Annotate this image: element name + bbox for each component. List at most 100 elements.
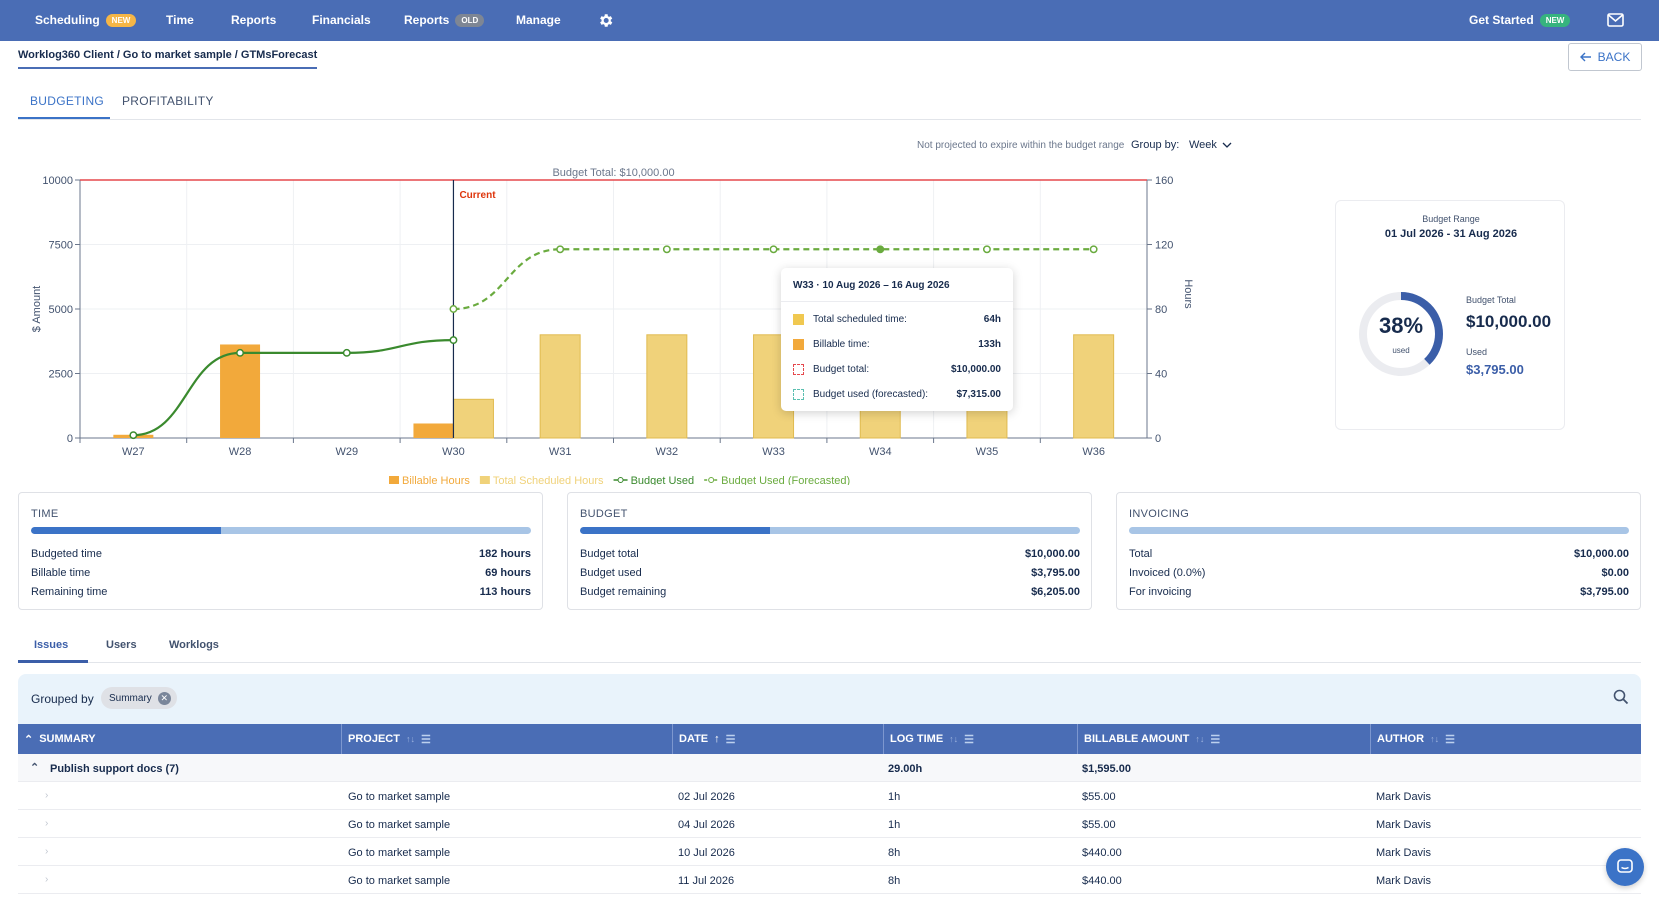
old-badge: OLD: [455, 13, 485, 27]
column-billable-amount[interactable]: BILLABLE AMOUNT ↑↓ ☰: [1077, 724, 1370, 754]
x-tick-label: W29: [335, 446, 358, 458]
tab-worklogs[interactable]: Worklogs: [169, 639, 219, 651]
nav-scheduling[interactable]: Scheduling NEW: [35, 13, 137, 27]
point-budget-forecast: [662, 245, 671, 254]
card-row: Invoiced (0.0%) $0.00: [1129, 567, 1629, 579]
chevron-right-icon[interactable]: ›: [45, 790, 49, 801]
budget-card: BUDGET Budget total $10,000.00 Budget use…: [567, 492, 1092, 610]
budget-chart: 0 2500 5000 7500 10000 0 40 80 120 160 $ Amount Hou…: [31, 167, 1194, 485]
column-menu-icon[interactable]: ☰: [1445, 733, 1455, 746]
card-row: Remaining time 113 hours: [31, 586, 531, 598]
y2-tick-label: 40: [1155, 369, 1167, 381]
bar-scheduled-hours: [452, 398, 494, 439]
card-row: Budget used $3,795.00: [580, 567, 1080, 579]
sort-icon[interactable]: ↑↓: [405, 734, 415, 744]
column-menu-icon[interactable]: ☰: [1210, 733, 1221, 746]
row-label: Budgeted time: [31, 548, 102, 560]
legend-label: Billable Hours: [402, 475, 470, 485]
column-menu-icon[interactable]: ☰: [964, 733, 975, 746]
tooltip-row: Budget total: $10,000.00: [793, 364, 1001, 375]
point-budget-forecast: [449, 305, 458, 313]
budget-total-value: $10,000.00: [1466, 312, 1552, 331]
new-badge: NEW: [105, 13, 137, 27]
tooltip-row: Budget used (forecasted): $7,315.00: [793, 389, 1001, 400]
gear-icon[interactable]: [597, 12, 614, 32]
group-by-select[interactable]: Week: [1189, 139, 1232, 151]
collapse-all-icon[interactable]: ⌃: [24, 733, 34, 746]
column-menu-icon[interactable]: ☰: [420, 733, 431, 746]
card-row: Total $10,000.00: [1129, 548, 1629, 560]
close-icon[interactable]: ✕: [157, 691, 171, 705]
cell-amount: $55.00: [1082, 819, 1116, 831]
progress-fill: [31, 527, 221, 534]
nav-financials[interactable]: Financials: [312, 13, 371, 27]
x-tick-label: W31: [549, 446, 572, 458]
group-log-time: 29.00h: [888, 763, 923, 775]
column-summary[interactable]: ⌃ SUMMARY: [18, 724, 341, 754]
sort-icon[interactable]: ↑↓: [1430, 734, 1440, 744]
column-log-time[interactable]: LOG TIME ↑↓ ☰: [883, 724, 1077, 754]
legend-marker: [617, 477, 624, 483]
column-menu-icon[interactable]: ☰: [725, 733, 736, 746]
y2-tick-label: 80: [1155, 304, 1167, 316]
sort-icon[interactable]: ↑↓: [1195, 734, 1205, 744]
chevron-right-icon[interactable]: ›: [45, 818, 49, 829]
sort-asc-icon[interactable]: ↑: [714, 733, 720, 745]
tab-users[interactable]: Users: [106, 639, 137, 651]
new-badge: NEW: [1539, 13, 1571, 27]
nav-time[interactable]: Time: [166, 13, 194, 27]
y-tick-label: 10000: [42, 175, 73, 187]
main-tabs: BUDGETING PROFITABILITY: [18, 88, 1641, 120]
mail-icon[interactable]: [1607, 13, 1624, 30]
chat-icon: [1617, 859, 1633, 873]
sort-icon[interactable]: ↑↓: [949, 734, 959, 744]
get-started-link[interactable]: Get Started NEW: [1469, 13, 1571, 27]
card-title: TIME: [31, 508, 59, 520]
nav-reports-old[interactable]: Reports OLD: [404, 13, 485, 27]
column-label: PROJECT: [348, 733, 400, 745]
tab-issues[interactable]: Issues: [34, 639, 69, 651]
group-row[interactable]: ⌃ Publish support docs (7) 29.00h $1,595…: [18, 754, 1641, 782]
chevron-right-icon[interactable]: ›: [45, 874, 49, 885]
chevron-right-icon[interactable]: ›: [45, 846, 49, 857]
chat-support-button[interactable]: [1606, 848, 1644, 886]
invoicing-card: INVOICING Total $10,000.00 Invoiced (0.0%…: [1116, 492, 1641, 610]
table-row[interactable]: › Go to market sample 10 Jul 2026 8h $44…: [18, 838, 1641, 866]
tooltip-title: W33 · 10 Aug 2026 – 16 Aug 2026: [793, 280, 950, 291]
table-row[interactable]: › Go to market sample 02 Jul 2026 1h $55…: [18, 782, 1641, 810]
legend-swatch: [793, 389, 804, 400]
tooltip-label: Billable time:: [813, 339, 870, 350]
legend-swatch: [479, 476, 490, 484]
row-label: Budget total: [580, 548, 639, 560]
column-project[interactable]: PROJECT ↑↓ ☰: [341, 724, 672, 754]
column-date[interactable]: DATE ↑ ☰: [672, 724, 883, 754]
progress-fill: [580, 527, 770, 534]
group-chip-summary[interactable]: Summary ✕: [101, 687, 177, 709]
legend-swatch: [793, 339, 804, 350]
legend-swatch: [389, 476, 399, 484]
column-author[interactable]: AUTHOR ↑↓ ☰: [1370, 724, 1641, 754]
card-row: Billable time 69 hours: [31, 567, 531, 579]
table-row[interactable]: › Go to market sample 04 Jul 2026 1h $55…: [18, 810, 1641, 838]
sub-tabs: Issues Users Worklogs: [18, 633, 1641, 663]
back-label: BACK: [1597, 50, 1631, 64]
breadcrumb[interactable]: Worklog360 Client / Go to market sample …: [18, 49, 318, 69]
row-value: $10,000.00: [1573, 548, 1629, 560]
tab-budgeting[interactable]: BUDGETING: [30, 94, 105, 108]
tab-profitability[interactable]: PROFITABILITY: [122, 94, 214, 108]
cell-log-time: 8h: [888, 847, 901, 859]
cell-date: 10 Jul 2026: [678, 847, 735, 859]
row-label: Invoiced (0.0%): [1129, 567, 1206, 579]
cell-date: 11 Jul 2026: [678, 875, 735, 887]
row-label: Remaining time: [31, 586, 108, 598]
cell-author: Mark Davis: [1376, 791, 1432, 803]
nav-reports[interactable]: Reports: [231, 13, 276, 27]
back-button[interactable]: BACK: [1568, 43, 1642, 71]
nav-manage[interactable]: Manage: [516, 13, 561, 27]
table-row[interactable]: › Go to market sample 11 Jul 2026 8h $44…: [18, 866, 1641, 894]
search-icon[interactable]: [1613, 689, 1629, 705]
line-budget-used: [133, 338, 454, 437]
column-label: AUTHOR: [1377, 733, 1425, 745]
cell-amount: $440.00: [1082, 875, 1122, 887]
chevron-up-icon[interactable]: ⌃: [30, 762, 40, 774]
